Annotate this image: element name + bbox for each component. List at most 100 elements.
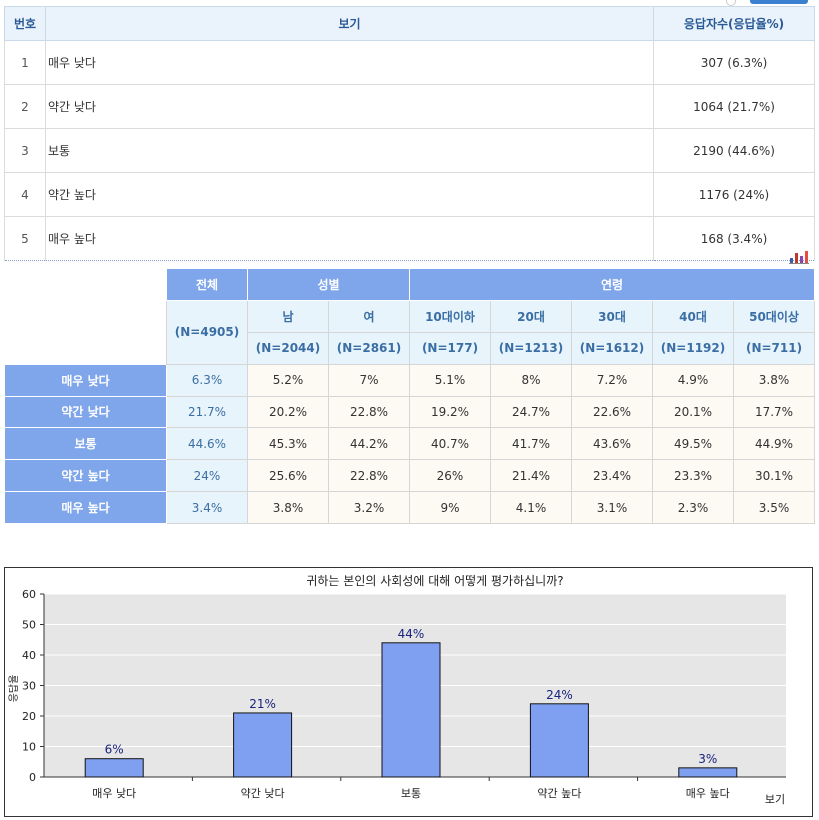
data-label: 44% — [398, 627, 425, 641]
y-axis-label: 응답율 — [8, 675, 20, 703]
age-header: 연령 — [408, 268, 816, 301]
chart-title: 귀하는 본인의 사회성에 대해 어떻게 평가하십니까? — [306, 574, 563, 588]
table-row: 약간 높다 24% 25.6% 22.8% 26% 21.4% 23.4% 23… — [4, 459, 816, 493]
cell-value: 24.7% — [490, 395, 572, 429]
cell-value: 8% — [490, 363, 572, 397]
row-total: 6.3% — [166, 363, 248, 397]
row-response: 1064 (21.7%) — [653, 84, 815, 129]
bar — [381, 642, 441, 778]
response-table-header: 번호 보기 응답자수(응답율%) — [4, 6, 815, 41]
y-tick-label: 60 — [22, 588, 36, 601]
total-header: 전체 — [166, 268, 248, 301]
cell-value: 19.2% — [409, 395, 491, 429]
group-label: 30대 — [571, 299, 653, 333]
group-label: 20대 — [490, 299, 572, 333]
cell-value: 26% — [409, 459, 491, 493]
data-label: 6% — [105, 743, 124, 757]
gender-header: 성별 — [247, 268, 410, 301]
table-row: 매우 높다 3.4% 3.8% 3.2% 9% 4.1% 3.1% 2.3% 3… — [4, 491, 816, 524]
data-label: 3% — [698, 752, 717, 766]
group-n: (N=711) — [732, 331, 816, 365]
cell-value: 7.2% — [571, 363, 653, 397]
x-axis-label: 보기 — [765, 793, 785, 806]
cell-value: 17.7% — [732, 395, 816, 429]
group-label: 50대이상 — [732, 299, 816, 333]
header-num: 번호 — [4, 6, 46, 41]
y-tick-label: 30 — [22, 680, 36, 693]
cell-value: 3.5% — [732, 491, 816, 524]
cell-value: 45.3% — [247, 427, 329, 461]
x-tick-label: 매우 낮다 — [92, 787, 136, 800]
bar — [678, 767, 738, 778]
cell-value: 43.6% — [571, 427, 653, 461]
table-row: 3 보통 2190 (44.6%) — [4, 128, 815, 173]
cell-value: 3.2% — [328, 491, 410, 524]
bar-chart-icon[interactable] — [789, 250, 809, 264]
header-option: 보기 — [45, 6, 654, 41]
cell-value: 22.8% — [328, 459, 410, 493]
row-total: 44.6% — [166, 427, 248, 461]
cell-value: 7% — [328, 363, 410, 397]
y-tick-label: 10 — [22, 741, 36, 754]
bar — [529, 703, 589, 778]
group-n: (N=1612) — [571, 331, 653, 365]
cell-value: 23.4% — [571, 459, 653, 493]
cell-value: 5.2% — [247, 363, 329, 397]
row-option: 약간 높다 — [45, 172, 654, 217]
cell-value: 44.2% — [328, 427, 410, 461]
row-num: 1 — [4, 40, 46, 85]
cell-value: 44.9% — [732, 427, 816, 461]
cell-value: 2.3% — [652, 491, 734, 524]
cell-value: 4.1% — [490, 491, 572, 524]
table-row: 5 매우 높다 168 (3.4%) — [4, 216, 815, 261]
row-response: 307 (6.3%) — [653, 40, 815, 85]
row-response: 2190 (44.6%) — [653, 128, 815, 173]
row-num: 2 — [4, 84, 46, 129]
bar-chart: 귀하는 본인의 사회성에 대해 어떻게 평가하십니까? 0 10 20 30 40 50 60… — [4, 567, 813, 817]
y-tick-label: 50 — [22, 619, 36, 632]
row-label: 약간 낮다 — [4, 395, 167, 429]
cell-value: 20.1% — [652, 395, 734, 429]
cell-value: 9% — [409, 491, 491, 524]
row-label: 매우 높다 — [4, 491, 167, 524]
x-tick-label: 약간 낮다 — [241, 786, 285, 800]
table-row: 2 약간 낮다 1064 (21.7%) — [4, 84, 815, 129]
cell-value: 22.8% — [328, 395, 410, 429]
cell-value: 25.6% — [247, 459, 329, 493]
bar — [84, 758, 144, 778]
table-row: 보통 44.6% 45.3% 44.2% 40.7% 41.7% 43.6% 4… — [4, 427, 816, 461]
cell-value: 20.2% — [247, 395, 329, 429]
group-label: 10대이하 — [409, 299, 491, 333]
total-n: (N=4905) — [166, 299, 248, 365]
header-response: 응답자수(응답율%) — [653, 6, 815, 41]
top-circle-icon — [726, 0, 736, 6]
corner-cell — [4, 268, 167, 365]
cell-value: 41.7% — [490, 427, 572, 461]
group-n: (N=1213) — [490, 331, 572, 365]
cell-value: 49.5% — [652, 427, 734, 461]
cell-value: 40.7% — [409, 427, 491, 461]
row-response: 168 (3.4%) — [653, 216, 815, 261]
group-label: 여 — [328, 299, 410, 333]
x-tick-label: 보통 — [401, 787, 421, 800]
top-button[interactable] — [750, 0, 808, 4]
table-row: 4 약간 높다 1176 (24%) — [4, 172, 815, 217]
row-label: 약간 높다 — [4, 459, 167, 493]
row-total: 3.4% — [166, 491, 248, 524]
group-label: 남 — [247, 299, 329, 333]
response-table: 번호 보기 응답자수(응답율%) 1 매우 낮다 307 (6.3%) 2 약간… — [4, 6, 815, 261]
row-response: 1176 (24%) — [653, 172, 815, 217]
cell-value: 21.4% — [490, 459, 572, 493]
chart-canvas: 귀하는 본인의 사회성에 대해 어떻게 평가하십니까? 0 10 20 30 40 50 60… — [8, 574, 786, 806]
table-row: 매우 낮다 6.3% 5.2% 7% 5.1% 8% 7.2% 4.9% 3.8… — [4, 363, 816, 397]
row-option: 매우 높다 — [45, 216, 654, 261]
group-n: (N=1192) — [652, 331, 734, 365]
cell-value: 3.1% — [571, 491, 653, 524]
cell-value: 23.3% — [652, 459, 734, 493]
row-num: 4 — [4, 172, 46, 217]
bar — [233, 712, 293, 778]
x-tick-label: 약간 높다 — [537, 786, 581, 800]
row-option: 약간 낮다 — [45, 84, 654, 129]
cell-value: 22.6% — [571, 395, 653, 429]
x-tick-label: 매우 높다 — [686, 787, 730, 800]
